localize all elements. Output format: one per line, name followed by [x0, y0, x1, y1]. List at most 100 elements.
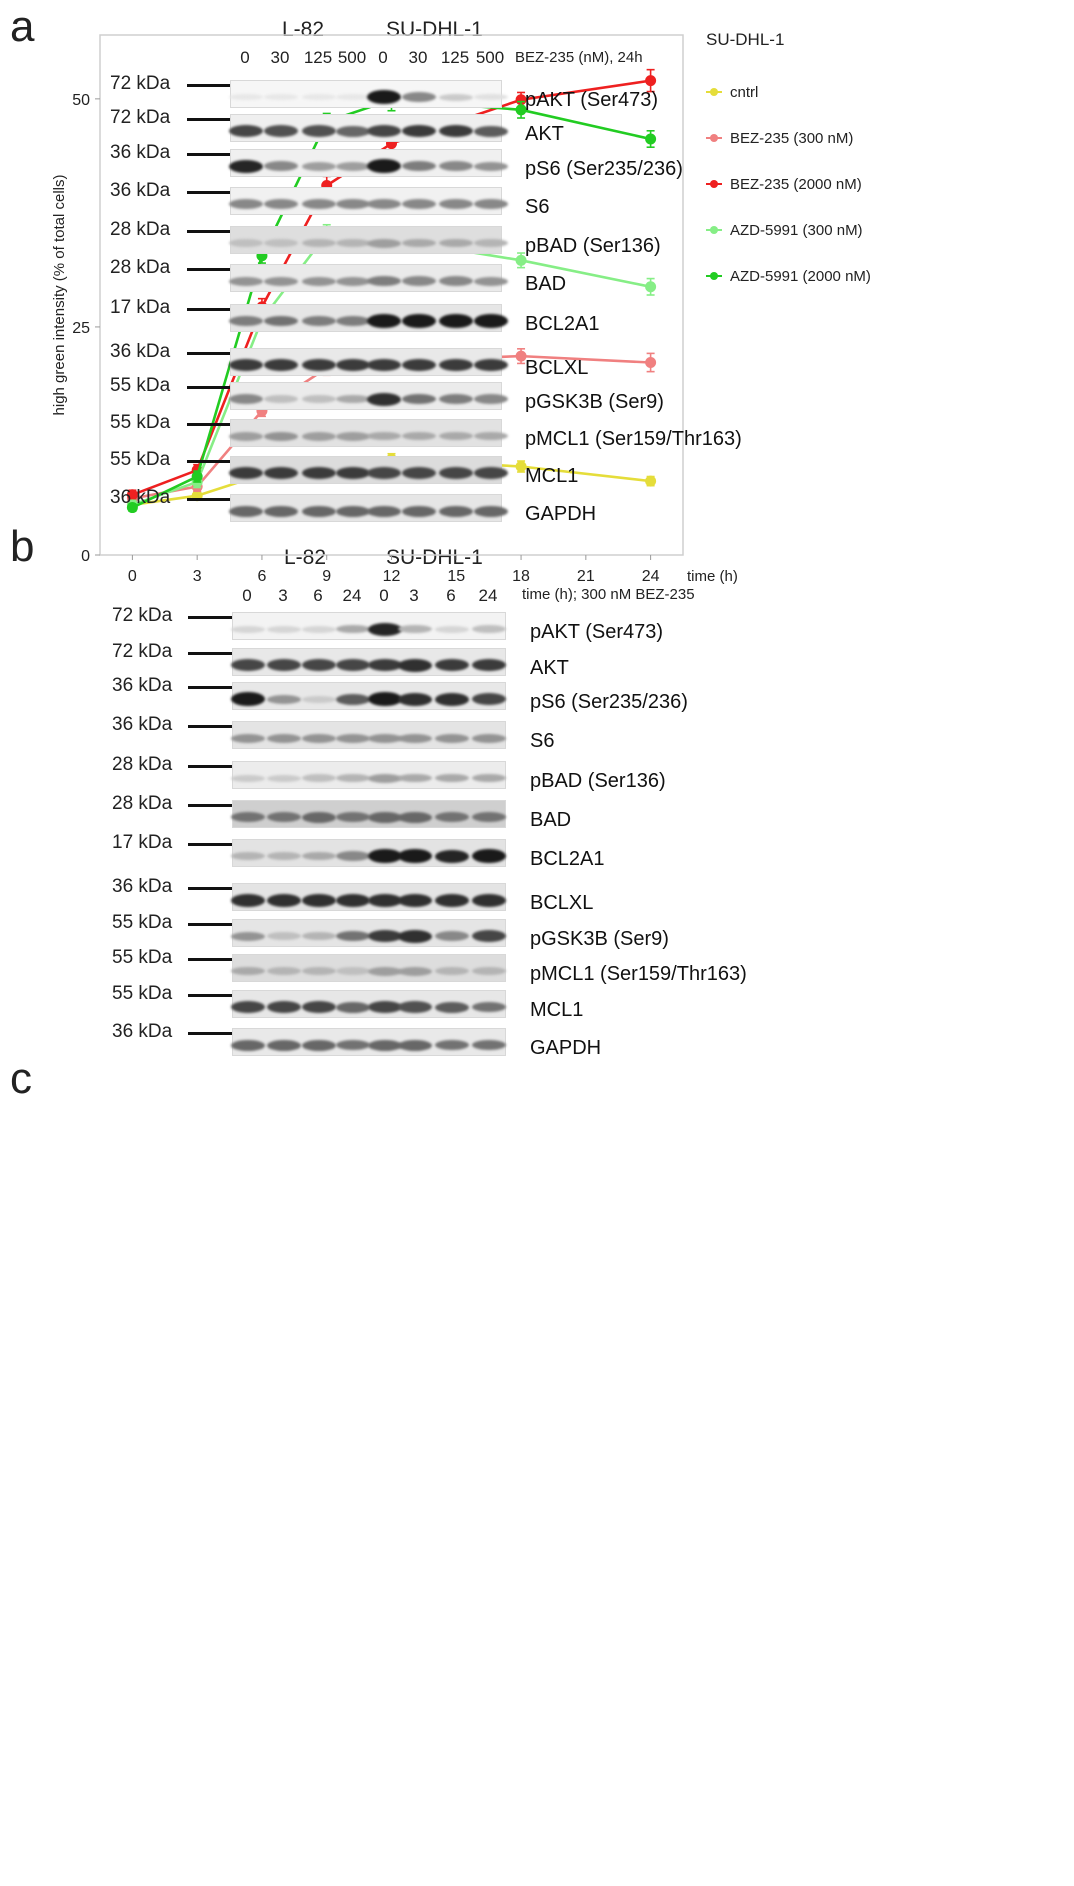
blot-strip — [229, 348, 508, 376]
protein-band — [264, 276, 298, 286]
protein-band — [474, 94, 508, 100]
protein-label: AKT — [530, 657, 569, 679]
molecular-weight-label: 36 kDa — [110, 341, 171, 362]
protein-band — [231, 692, 265, 706]
blot-strip — [231, 648, 506, 676]
protein-band — [398, 625, 432, 633]
protein-band — [402, 359, 436, 371]
y-tick-label: 0 — [81, 548, 90, 565]
protein-band — [474, 276, 508, 286]
blot-strip — [229, 494, 508, 522]
protein-band — [336, 467, 370, 479]
protein-band — [267, 659, 301, 671]
protein-band — [472, 893, 506, 907]
molecular-weight-label: 28 kDa — [112, 793, 173, 814]
molecular-weight-label: 72 kDa — [112, 605, 173, 626]
protein-label: pS6 (Ser235/236) — [525, 158, 683, 180]
marker-line — [188, 923, 238, 926]
protein-band — [402, 92, 436, 102]
blot-strip — [231, 883, 506, 911]
protein-band — [302, 774, 336, 782]
marker-line — [187, 268, 237, 271]
protein-band — [439, 505, 473, 517]
blot-strip — [229, 264, 508, 292]
protein-band — [336, 693, 370, 705]
blot-strip — [229, 226, 508, 254]
protein-band — [367, 199, 401, 209]
protein-band — [367, 125, 401, 137]
lane-label: 24 — [478, 586, 498, 605]
marker-line — [187, 230, 237, 233]
molecular-weight-label: 55 kDa — [110, 412, 171, 433]
protein-band — [435, 849, 469, 863]
data-point — [645, 475, 657, 487]
protein-band — [398, 1039, 432, 1051]
protein-band — [336, 161, 370, 171]
protein-band — [435, 692, 469, 706]
protein-band — [267, 694, 301, 704]
marker-line — [188, 958, 238, 961]
data-point — [515, 104, 527, 116]
protein-band — [435, 1001, 469, 1013]
protein-band — [336, 125, 370, 137]
blot-strip — [229, 419, 508, 447]
molecular-weight-label: 36 kDa — [112, 876, 173, 897]
molecular-weight-label: 36 kDa — [110, 142, 171, 163]
protein-label: S6 — [525, 196, 550, 218]
protein-band — [474, 125, 508, 137]
protein-band — [398, 774, 432, 782]
marker-line — [188, 994, 238, 997]
protein-band — [474, 467, 508, 479]
x-tick-label: 3 — [193, 568, 202, 585]
blot-strip — [231, 990, 506, 1018]
protein-band — [474, 432, 508, 440]
lane-label: 0 — [240, 48, 250, 67]
marker-line — [188, 1032, 238, 1035]
data-point — [126, 502, 138, 514]
protein-band — [439, 276, 473, 286]
panel-b-cellline-1: L-82 — [284, 546, 327, 569]
blot-strip — [231, 839, 506, 867]
legend-swatch-marker — [710, 88, 718, 96]
protein-label: GAPDH — [525, 503, 597, 525]
protein-label: BCLXL — [530, 892, 594, 914]
protein-band — [302, 505, 336, 517]
protein-band — [267, 893, 301, 907]
protein-band — [435, 931, 469, 941]
protein-band — [264, 125, 298, 137]
x-tick-label: 21 — [577, 568, 595, 585]
protein-band — [472, 1040, 506, 1050]
data-point — [645, 357, 657, 369]
protein-band — [302, 395, 336, 403]
protein-band — [398, 811, 432, 823]
protein-band — [302, 893, 336, 907]
protein-band — [229, 125, 263, 137]
protein-band — [267, 1001, 301, 1013]
protein-band — [439, 125, 473, 137]
marker-line — [187, 352, 237, 355]
protein-band — [302, 659, 336, 671]
protein-band — [302, 967, 336, 975]
protein-band — [336, 774, 370, 782]
protein-band — [368, 930, 402, 942]
protein-band — [336, 931, 370, 941]
protein-label: AKT — [525, 123, 564, 145]
molecular-weight-label: 28 kDa — [110, 219, 171, 240]
molecular-weight-label: 55 kDa — [110, 449, 171, 470]
protein-band — [267, 774, 301, 782]
blot-strip — [229, 149, 508, 177]
protein-band — [367, 159, 401, 173]
protein-band — [229, 467, 263, 479]
protein-band — [398, 849, 432, 863]
protein-band — [472, 774, 506, 782]
protein-band — [398, 1001, 432, 1013]
lane-label: 24 — [342, 586, 362, 605]
y-tick-label: 50 — [72, 92, 90, 109]
lane-label: 125 — [303, 48, 333, 67]
protein-band — [336, 431, 370, 441]
panel-b-letter: b — [10, 522, 35, 571]
protein-band — [264, 239, 298, 247]
protein-label: pS6 (Ser235/236) — [530, 691, 688, 713]
x-tick-label: 6 — [257, 568, 266, 585]
protein-band — [472, 812, 506, 822]
